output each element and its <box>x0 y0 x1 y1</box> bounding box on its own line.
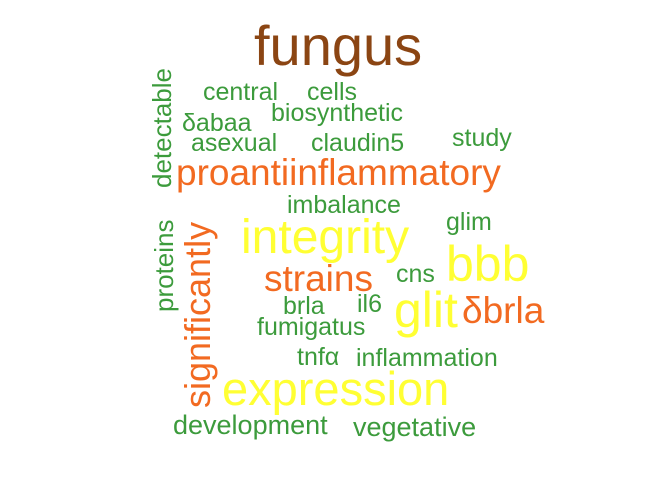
word-detectable: detectable <box>147 68 177 188</box>
word-expression: expression <box>222 362 450 415</box>
word-glit: glit <box>394 282 458 338</box>
word-imbalance: imbalance <box>287 191 401 219</box>
word-il6: il6 <box>357 290 383 318</box>
word-cells: cells <box>307 78 358 106</box>
word-biosynthetic: biosynthetic <box>271 99 404 127</box>
word-tnfa: tnfα <box>297 343 340 371</box>
word-asexual: asexual <box>191 129 278 157</box>
word-claudin5: claudin5 <box>311 129 405 157</box>
word-inflammation: inflammation <box>356 344 498 372</box>
word-development: development <box>173 410 328 440</box>
word-bbb: bbb <box>446 236 530 292</box>
word-cns: cns <box>396 260 435 288</box>
word-dabaa: δabaa <box>182 109 252 137</box>
word-fumigatus: fumigatus <box>257 313 366 341</box>
word-significantly: significantly <box>177 221 218 408</box>
word-central: central <box>203 78 279 106</box>
word-proteins: proteins <box>149 219 179 313</box>
word-integrity: integrity <box>241 211 410 264</box>
word-study: study <box>452 124 512 152</box>
word-fungus: fungus <box>254 14 423 77</box>
word-glim: glim <box>446 208 492 236</box>
word-vegetative: vegetative <box>353 412 477 442</box>
word-dbrla: δbrla <box>462 290 545 331</box>
word-proantiinflammatory: proantiinflammatory <box>176 152 501 193</box>
word-strains: strains <box>264 258 373 299</box>
word-brla: brla <box>283 292 325 320</box>
